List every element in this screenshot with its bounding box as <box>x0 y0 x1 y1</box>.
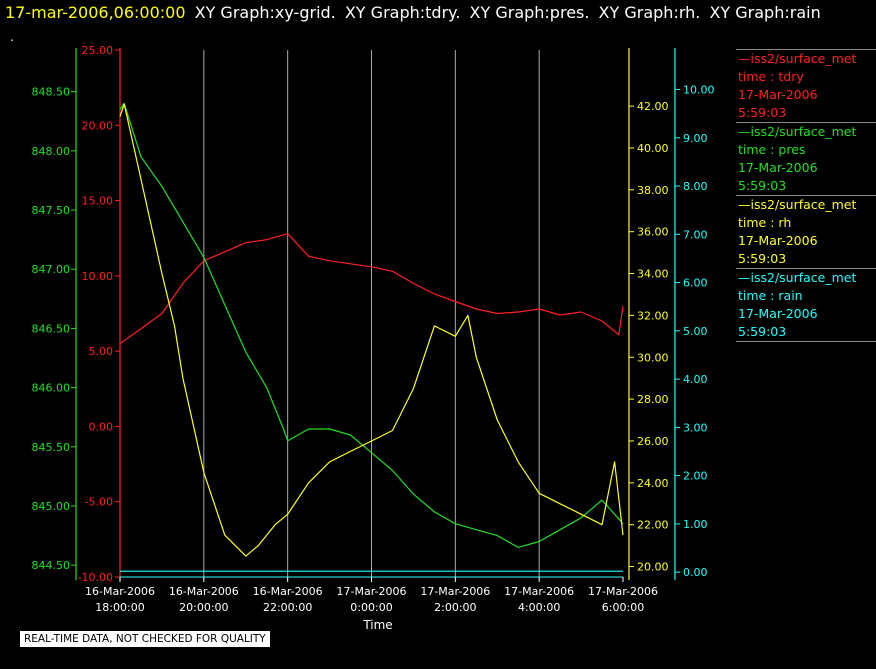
rh-tick-label: 34.00 <box>637 268 669 281</box>
x-tick-date: 16-Mar-2006 <box>169 585 239 598</box>
legend-variable: time : pres <box>738 142 806 157</box>
legend-time: 5:59:03 <box>738 324 787 339</box>
status-dot: . <box>10 30 14 44</box>
legend-variable: time : rain <box>738 288 803 303</box>
legend-variable: time : rh <box>738 215 792 230</box>
rain-tick-label: 0.00 <box>683 566 708 579</box>
graph-tab-rh[interactable]: XY Graph:rh. <box>598 3 701 22</box>
graph-tab-xy-grid[interactable]: XY Graph:xy-grid. <box>194 3 336 22</box>
legend-time: 5:59:03 <box>738 105 787 120</box>
x-tick-time: 20:00:00 <box>179 601 228 614</box>
rh-tick-label: 42.00 <box>637 100 669 113</box>
x-tick-time: 4:00:00 <box>518 601 560 614</box>
rh-tick-label: 22.00 <box>637 519 669 532</box>
rh-tick-label: 36.00 <box>637 226 669 239</box>
rain-tick-label: 5.00 <box>683 325 708 338</box>
rain-tick-label: 7.00 <box>683 228 708 241</box>
rh-tick-label: 26.00 <box>637 435 669 448</box>
legend-variable: time : tdry <box>738 69 804 84</box>
tdry-tick-label: 10.00 <box>82 270 114 283</box>
graph-tab-rain[interactable]: XY Graph:rain <box>709 3 821 22</box>
x-axis-label: Time <box>362 618 392 632</box>
series-line-pres <box>119 102 624 549</box>
x-tick-date: 17-Mar-2006 <box>588 585 658 598</box>
pres-tick-label: 845.50 <box>32 441 71 454</box>
pres-tick-label: 846.50 <box>32 322 71 335</box>
title-bar: 17-mar-2006,06:00:00 XY Graph:xy-grid. X… <box>5 3 821 22</box>
series-line-rh <box>119 103 624 557</box>
rh-tick-label: 40.00 <box>637 142 669 155</box>
tdry-tick-label: 0.00 <box>89 420 114 433</box>
legend: —iss2/surface_met time : tdry 17-Mar-200… <box>736 49 876 342</box>
legend-source: —iss2/surface_met <box>738 197 857 212</box>
legend-entry-tdry[interactable]: —iss2/surface_met time : tdry 17-Mar-200… <box>736 49 876 122</box>
legend-date: 17-Mar-2006 <box>738 160 818 175</box>
tdry-tick-label: 15.00 <box>82 195 114 208</box>
rain-tick-label: 3.00 <box>683 421 708 434</box>
tdry-tick-label: 5.00 <box>89 345 114 358</box>
rain-tick-label: 1.00 <box>683 518 708 531</box>
legend-time: 5:59:03 <box>738 251 787 266</box>
rh-tick-label: 32.00 <box>637 309 669 322</box>
legend-entry-rh[interactable]: —iss2/surface_met time : rh 17-Mar-2006 … <box>736 195 876 268</box>
x-tick-time: 6:00:00 <box>602 601 644 614</box>
pres-tick-label: 845.00 <box>32 500 71 513</box>
tdry-tick-label: 20.00 <box>82 119 114 132</box>
graph-tab-tdry[interactable]: XY Graph:tdry. <box>344 3 461 22</box>
rh-tick-label: 20.00 <box>637 561 669 574</box>
pres-tick-label: 844.50 <box>32 559 71 572</box>
pres-tick-label: 846.00 <box>32 382 71 395</box>
pres-tick-label: 847.00 <box>32 263 71 276</box>
pres-tick-label: 847.50 <box>32 204 71 217</box>
legend-date: 17-Mar-2006 <box>738 233 818 248</box>
rain-tick-label: 2.00 <box>683 470 708 483</box>
rain-tick-label: 6.00 <box>683 277 708 290</box>
x-tick-date: 17-Mar-2006 <box>337 585 407 598</box>
graph-tab-pres[interactable]: XY Graph:pres. <box>469 3 590 22</box>
series-line-tdry <box>119 233 624 345</box>
pres-tick-label: 848.00 <box>32 145 71 158</box>
legend-date: 17-Mar-2006 <box>738 306 818 321</box>
pres-tick-label: 848.50 <box>32 86 71 99</box>
x-tick-time: 2:00:00 <box>434 601 476 614</box>
legend-source: —iss2/surface_met <box>738 51 857 66</box>
rain-tick-label: 9.00 <box>683 132 708 145</box>
tdry-tick-label: 25.00 <box>82 44 114 57</box>
rain-tick-label: 4.00 <box>683 373 708 386</box>
legend-date: 17-Mar-2006 <box>738 87 818 102</box>
x-tick-time: 0:00:00 <box>350 601 392 614</box>
timestamp-title: 17-mar-2006,06:00:00 <box>5 3 186 22</box>
x-tick-date: 16-Mar-2006 <box>85 585 155 598</box>
x-tick-time: 22:00:00 <box>263 601 312 614</box>
x-tick-time: 18:00:00 <box>95 601 144 614</box>
x-tick-date: 17-Mar-2006 <box>504 585 574 598</box>
rain-tick-label: 8.00 <box>683 180 708 193</box>
legend-time: 5:59:03 <box>738 178 787 193</box>
tdry-tick-label: -5.00 <box>85 496 113 509</box>
rh-tick-label: 24.00 <box>637 477 669 490</box>
x-tick-date: 17-Mar-2006 <box>420 585 490 598</box>
x-tick-date: 16-Mar-2006 <box>253 585 323 598</box>
tdry-tick-label: -10.00 <box>78 571 113 584</box>
rain-tick-label: 10.00 <box>683 83 715 96</box>
rh-tick-label: 30.00 <box>637 351 669 364</box>
legend-entry-pres[interactable]: —iss2/surface_met time : pres 17-Mar-200… <box>736 122 876 195</box>
legend-source: —iss2/surface_met <box>738 270 857 285</box>
quality-disclaimer: REAL-TIME DATA, NOT CHECKED FOR QUALITY <box>20 631 270 647</box>
legend-entry-rain[interactable]: —iss2/surface_met time : rain 17-Mar-200… <box>736 268 876 342</box>
rh-tick-label: 38.00 <box>637 184 669 197</box>
rh-tick-label: 28.00 <box>637 393 669 406</box>
legend-source: —iss2/surface_met <box>738 124 857 139</box>
